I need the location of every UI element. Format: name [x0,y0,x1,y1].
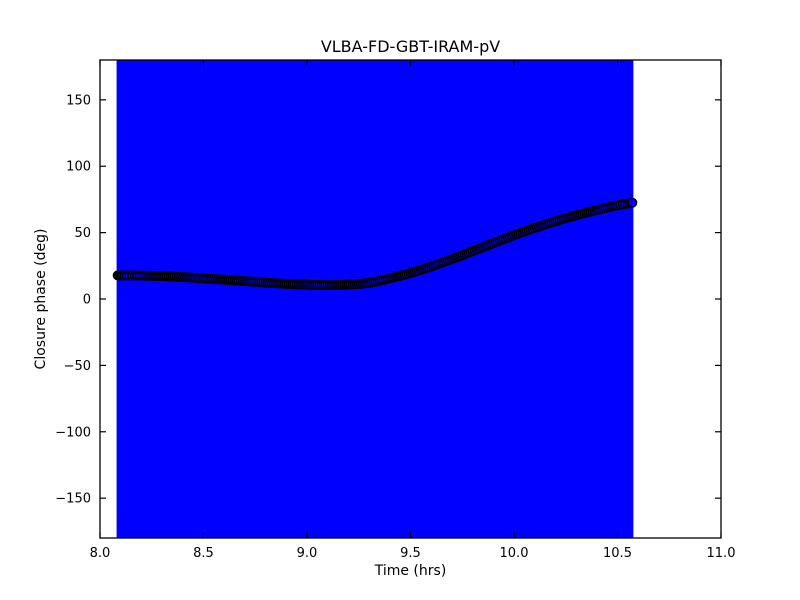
data-markers [112,197,638,291]
y-tick-label: −150 [55,492,91,507]
x-tick-label: 8.0 [90,546,111,561]
x-tick-label: 10.5 [603,546,632,561]
x-tick-labels: 8.0 8.5 9.0 9.5 10.0 10.5 11.0 [90,546,736,561]
chart-title: VLBA-FD-GBT-IRAM-pV [321,37,500,56]
x-tick-label: 9.0 [297,546,318,561]
x-tick-label: 8.5 [193,546,214,561]
x-axis-ticks [99,60,722,538]
y-axis-ticks [100,99,721,499]
y-tick-label: −100 [55,425,91,440]
x-tick-label: 10.0 [500,546,529,561]
y-tick-label: 50 [74,226,91,241]
y-axis-label: Closure phase (deg) [33,229,49,370]
x-axis-label: Time (hrs) [374,563,447,579]
x-tick-label: 9.5 [400,546,421,561]
y-tick-label: −50 [64,359,91,374]
y-tick-label: 100 [66,160,91,175]
y-tick-label: 150 [66,93,91,108]
error-band-rect [116,60,634,538]
y-tick-label: 0 [83,293,91,308]
error-band [116,60,634,538]
x-tick-label: 11.0 [707,546,736,561]
y-tick-labels: −150 −100 −50 0 50 100 150 [55,93,91,506]
data-point [627,197,638,208]
